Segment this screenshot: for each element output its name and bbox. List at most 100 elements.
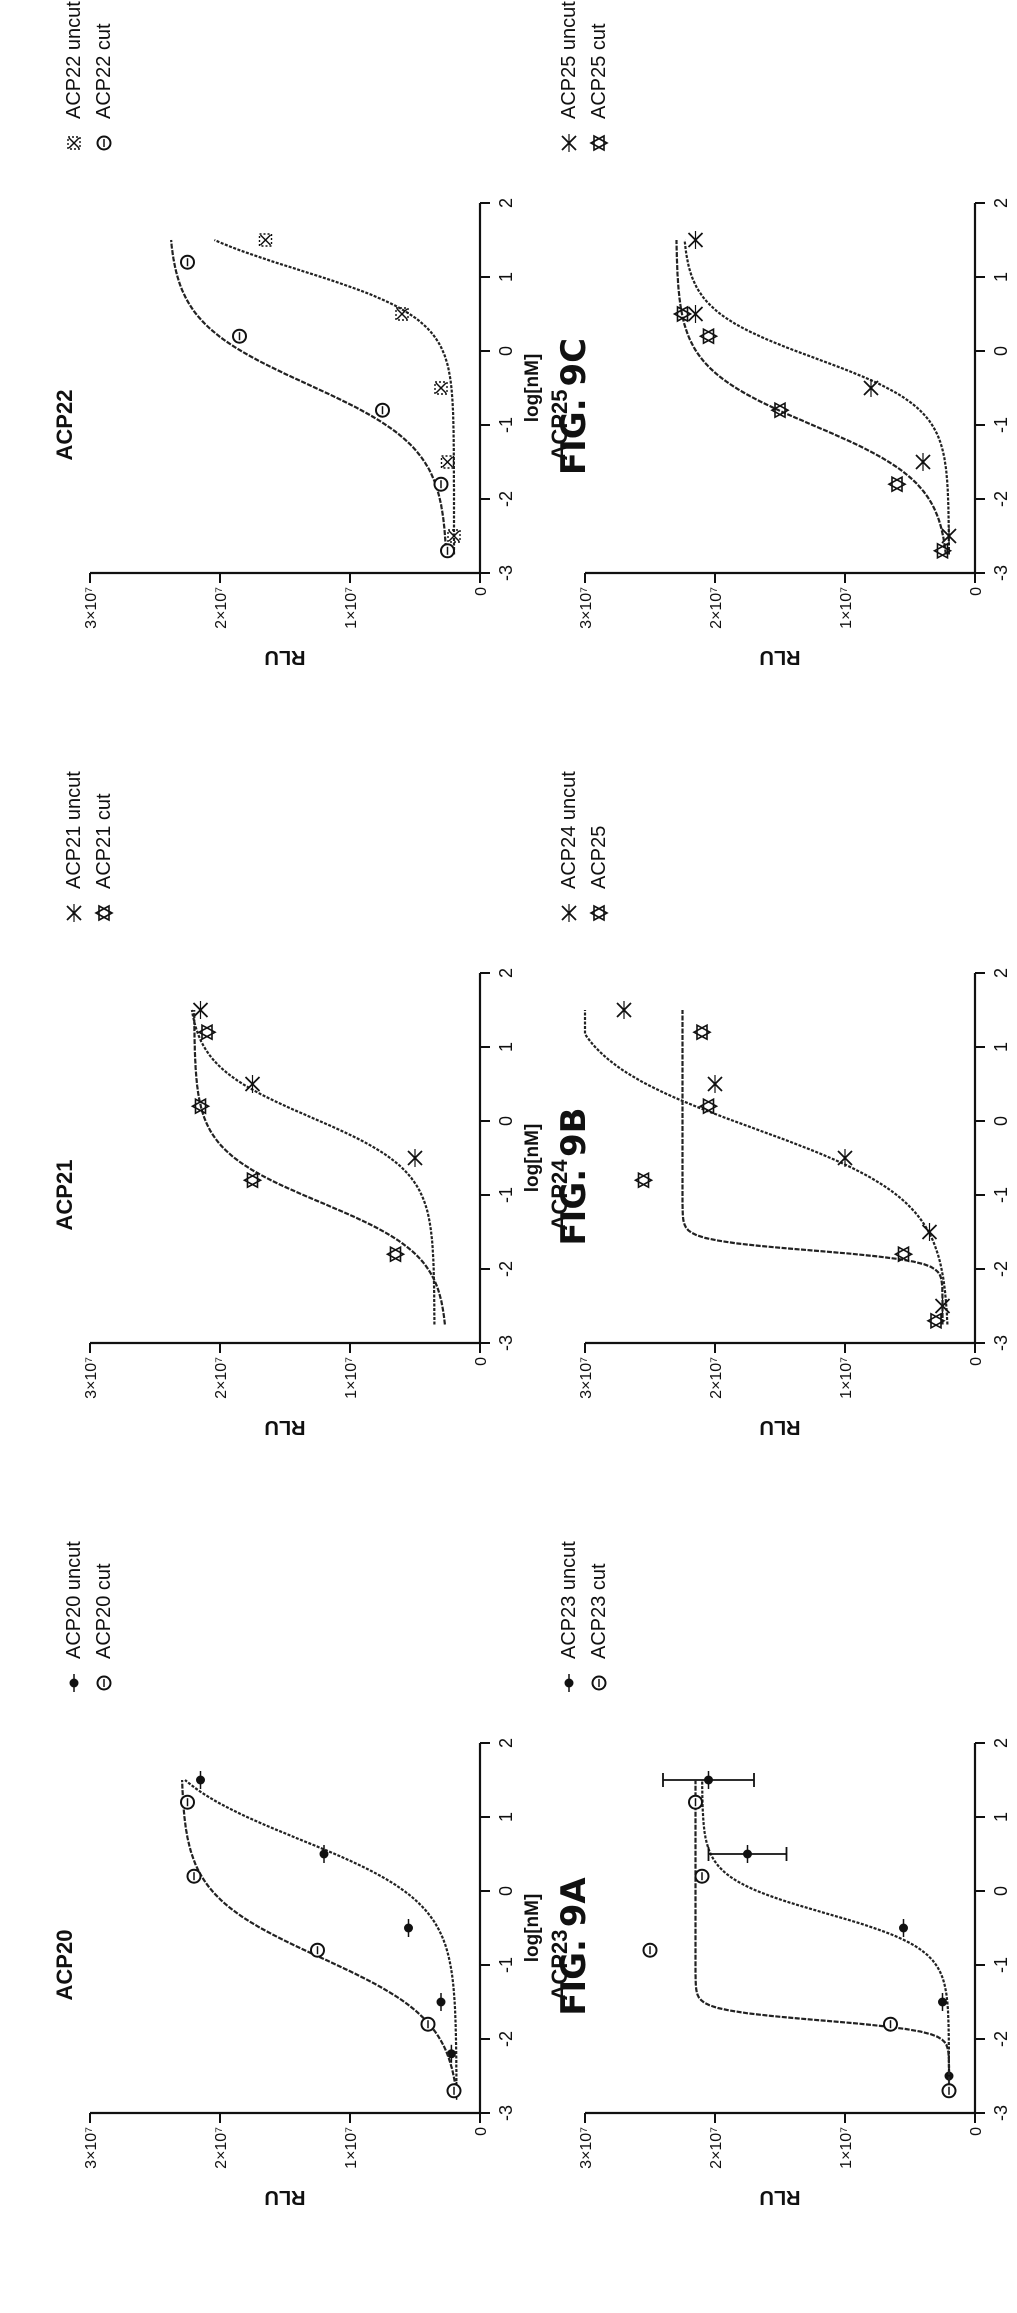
data-point bbox=[938, 1993, 947, 2011]
chart-panel-3: -3 -2 -1 0 1 2 0 1×10⁷ 2×10⁷ 3×10⁷ log[nM] RLU ACP22… bbox=[52, 1, 594, 668]
data-point bbox=[921, 1223, 938, 1241]
chart-title: ACP22 bbox=[52, 390, 77, 461]
x-tick-label: 0 bbox=[496, 346, 516, 356]
legend-entry: ACP23 cut bbox=[588, 1563, 610, 1659]
data-point bbox=[707, 1075, 723, 1093]
y-tick-label: 2×10⁷ bbox=[708, 587, 725, 629]
x-tick-label: -2 bbox=[991, 2031, 1011, 2047]
data-point bbox=[180, 1794, 195, 1810]
data-point bbox=[440, 455, 455, 469]
data-point bbox=[672, 305, 693, 323]
legend-marker bbox=[564, 1674, 574, 1692]
chart-title: ACP20 bbox=[52, 1930, 77, 2001]
data-point bbox=[192, 1001, 209, 1019]
data-point bbox=[319, 1845, 329, 1863]
figure-label: FIG. 9C bbox=[554, 338, 594, 475]
legend-marker bbox=[561, 134, 577, 152]
x-tick-label: -1 bbox=[991, 417, 1011, 433]
x-tick-label: 1 bbox=[991, 1812, 1011, 1822]
x-tick-label: 1 bbox=[496, 272, 516, 282]
series-2 bbox=[672, 240, 953, 560]
data-point bbox=[694, 1868, 710, 1884]
legend-entry: ACP25 bbox=[588, 826, 610, 889]
data-point bbox=[375, 402, 390, 418]
data-point bbox=[385, 1245, 406, 1263]
data-point bbox=[190, 1097, 211, 1115]
series-2 bbox=[633, 1010, 946, 1330]
x-tick-label: -2 bbox=[496, 2031, 516, 2047]
x-tick-label: 1 bbox=[991, 1042, 1011, 1052]
series-2 bbox=[170, 239, 455, 559]
data-point bbox=[434, 381, 448, 395]
x-tick-label: 2 bbox=[991, 968, 1011, 978]
data-point bbox=[883, 2016, 898, 2032]
y-tick-label: 3×10⁷ bbox=[578, 1357, 595, 1399]
legend-marker bbox=[96, 135, 112, 151]
data-point bbox=[395, 307, 409, 321]
legend-marker bbox=[66, 904, 82, 922]
data-point bbox=[915, 453, 931, 471]
y-tick-label: 0 bbox=[473, 2127, 490, 2136]
data-point bbox=[941, 527, 957, 545]
y-tick-label: 1×10⁷ bbox=[343, 587, 360, 629]
y-tick-label: 3×10⁷ bbox=[83, 2127, 100, 2169]
data-point bbox=[887, 475, 907, 493]
y-tick-label: 2×10⁷ bbox=[213, 1357, 230, 1399]
data-point bbox=[196, 1771, 205, 1789]
x-tick-label: -2 bbox=[991, 491, 1011, 507]
x-tick-label: -3 bbox=[991, 565, 1011, 581]
fit-curve bbox=[181, 1779, 458, 2095]
data-point bbox=[436, 1993, 446, 2011]
x-tick-label: -2 bbox=[991, 1261, 1011, 1277]
legend-marker bbox=[589, 134, 609, 152]
y-tick-label: 2×10⁷ bbox=[213, 2127, 230, 2169]
x-tick-label: 0 bbox=[991, 1886, 1011, 1896]
x-tick-label: 2 bbox=[991, 198, 1011, 208]
data-point bbox=[440, 543, 455, 559]
data-point bbox=[616, 1001, 632, 1019]
data-point bbox=[180, 254, 195, 270]
chart-panel-6: -3-2-101201×10⁷2×10⁷3×10⁷log[nM]RLUACP25… bbox=[547, 1, 1011, 668]
legend-marker bbox=[589, 904, 609, 922]
x-tick-label: -3 bbox=[991, 2105, 1011, 2121]
fit-curve bbox=[694, 1780, 951, 2095]
y-tick-label: 1×10⁷ bbox=[838, 1357, 855, 1399]
data-point bbox=[258, 233, 273, 247]
fit-curve bbox=[583, 1010, 949, 1325]
fit-curve bbox=[190, 1009, 436, 1325]
data-point bbox=[642, 1942, 658, 1958]
series-1 bbox=[583, 1001, 951, 1325]
y-tick-label: 1×10⁷ bbox=[343, 2127, 360, 2169]
data-point bbox=[893, 1245, 914, 1263]
x-tick-label: -1 bbox=[496, 417, 516, 433]
x-tick-label: 2 bbox=[496, 1738, 516, 1748]
data-point bbox=[433, 476, 449, 492]
y-tick-label: 3×10⁷ bbox=[578, 587, 595, 629]
legend-entry: ACP24 uncut bbox=[558, 771, 580, 889]
legend-entry: ACP22 cut bbox=[93, 23, 115, 119]
data-point bbox=[633, 1171, 654, 1189]
data-point bbox=[941, 2083, 957, 2099]
y-tick-label: 2×10⁷ bbox=[708, 1357, 725, 1399]
data-point bbox=[404, 1919, 413, 1937]
chart-title: ACP25 bbox=[547, 390, 572, 461]
series-1 bbox=[662, 1771, 954, 2095]
data-point bbox=[687, 305, 704, 323]
legend-marker bbox=[591, 1675, 607, 1691]
fit-curve bbox=[213, 238, 456, 555]
series-1 bbox=[213, 233, 461, 555]
legend-entry: ACP20 uncut bbox=[63, 1541, 85, 1659]
x-tick-label: -2 bbox=[496, 1261, 516, 1277]
x-tick-label: -2 bbox=[496, 491, 516, 507]
data-point bbox=[687, 231, 704, 249]
x-tick-label: 1 bbox=[496, 1812, 516, 1822]
legend-entry: ACP22 uncut bbox=[63, 1, 85, 119]
x-tick-label: -1 bbox=[991, 1187, 1011, 1203]
data-point bbox=[197, 1023, 217, 1041]
x-tick-label: -1 bbox=[991, 1957, 1011, 1973]
x-axis-label: log[nM] bbox=[522, 1894, 543, 1963]
data-point bbox=[242, 1171, 263, 1189]
chart-title: ACP23 bbox=[547, 1930, 572, 2001]
y-tick-label: 1×10⁷ bbox=[838, 587, 855, 629]
data-point bbox=[934, 1297, 951, 1315]
